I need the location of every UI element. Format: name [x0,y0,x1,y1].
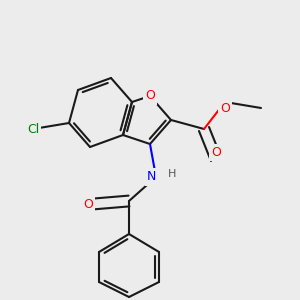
Text: O: O [145,89,155,103]
Text: N: N [147,170,156,184]
Text: O: O [83,197,93,211]
Text: O: O [211,146,221,159]
Text: Cl: Cl [27,122,39,136]
Text: H: H [168,169,176,179]
Text: O: O [220,102,230,115]
